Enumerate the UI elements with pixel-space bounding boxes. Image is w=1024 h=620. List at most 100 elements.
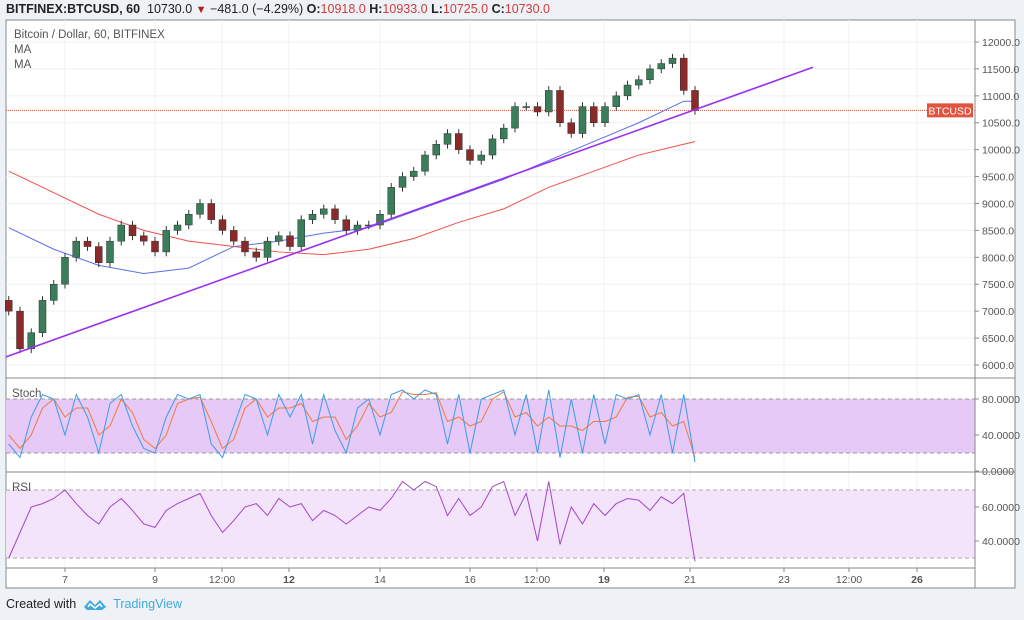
candle [27,328,35,354]
candle [320,204,328,219]
x-tick-label: 19 [598,574,610,586]
price-change: −481.0 (−4.29%) [210,2,304,16]
candle [162,226,170,257]
indicator-bands [6,398,975,559]
candle-body-down [140,235,148,242]
candle [185,209,193,230]
candle [308,209,317,224]
rsi-legend[interactable]: RSI [12,482,31,494]
candle-body-up [657,63,665,70]
stoch-legend[interactable]: Stoch [12,388,41,400]
candle-body-up [601,106,609,123]
candle [522,102,530,111]
candle-body-up [196,203,204,215]
stoch-d-line [8,391,696,458]
y-tick-label: 8000.0 [982,252,1014,264]
candle [455,129,463,154]
y-tick-label: 9500.0 [982,172,1014,184]
ma-legend[interactable]: MA [14,44,32,56]
candle [38,296,47,337]
candle-body-up [61,257,69,285]
candle-body-down [230,230,238,242]
candle [668,53,677,68]
y-tick-label: 11500.0 [982,64,1019,76]
x-tick-label: 14 [374,574,386,586]
x-tick-label: 12:00 [524,574,550,586]
candle-body-up [387,187,395,215]
y-tick-label: 10500.0 [982,118,1020,130]
candle [623,80,632,101]
x-tick-label: 16 [464,574,476,586]
candle [556,86,564,128]
chart-title: Bitcoin / Dollar, 60, BITFINEX [14,29,165,41]
candle [230,226,238,246]
candle-body-down [207,203,215,220]
candle [646,64,654,84]
candle [680,53,688,95]
candle [72,236,80,262]
candle-body-down [5,300,13,312]
candle-body-up [72,240,80,258]
candle [657,59,665,74]
stoch-k-line [8,389,696,463]
candle-body-up [421,154,429,172]
x-tick-label: 26 [911,574,923,586]
trendline[interactable] [5,66,814,358]
candle [511,102,519,133]
tradingview-logo-icon [84,600,107,610]
x-tick-label: 12 [283,574,295,586]
open-label: O: [306,2,321,16]
candle-body-up [545,90,553,113]
candle [421,150,429,176]
last-price-label: BTCUSD [928,105,972,117]
candle-body-up [646,68,654,80]
footer: Created with TradingView [6,597,182,611]
rsi-tick-label: 60.0000 [982,502,1020,514]
candle-body-up [500,127,508,140]
candle [128,220,137,241]
y-tick-label: 7500.0 [982,279,1014,291]
candle-body-down [252,251,260,258]
x-tick-label: 12:00 [209,574,235,586]
candle-body-up [308,214,317,220]
candle-body-up [106,240,114,263]
x-tick-label: 12:00 [836,574,862,586]
candle-body-up [578,106,587,134]
candle [252,247,260,262]
candle [151,236,159,257]
axes: 12000.0 11500.0 11000.0 10500.0 10000.0 9500.… [62,37,1020,586]
candle [286,231,294,251]
candle [398,172,407,192]
candle [567,118,575,138]
y-tick-label: 8500.0 [982,225,1014,237]
candle [207,199,215,224]
candle [376,209,384,230]
symbol-name: BITFINEX:BTCUSD, 60 [6,2,141,16]
candle-body-up [263,240,272,258]
chart-marks: BTCUSD [5,53,975,562]
candle [106,236,114,268]
ma-legend[interactable]: MA [14,59,32,71]
tradingview-link[interactable]: TradingView [82,597,182,611]
candle-body-up [275,235,283,242]
candle-body-up [117,224,125,242]
y-tick-label: 7000.0 [982,306,1014,318]
stoch-tick-label: 40.0000 [982,430,1020,442]
y-tick-label: 12000.0 [982,37,1020,49]
rsi-band [6,490,975,558]
candle-body-down [590,106,598,123]
candle [410,166,418,181]
candle [590,102,598,128]
candle-body-up [488,138,497,156]
candle [95,242,103,268]
candle-body-up [376,214,384,226]
candle [488,134,497,160]
candle-body-up [623,84,632,97]
rsi-line [8,480,696,562]
candle [263,236,272,262]
candle [533,102,542,117]
candle [5,296,13,316]
candle [16,306,24,354]
close-value: 10730.0 [504,2,550,16]
